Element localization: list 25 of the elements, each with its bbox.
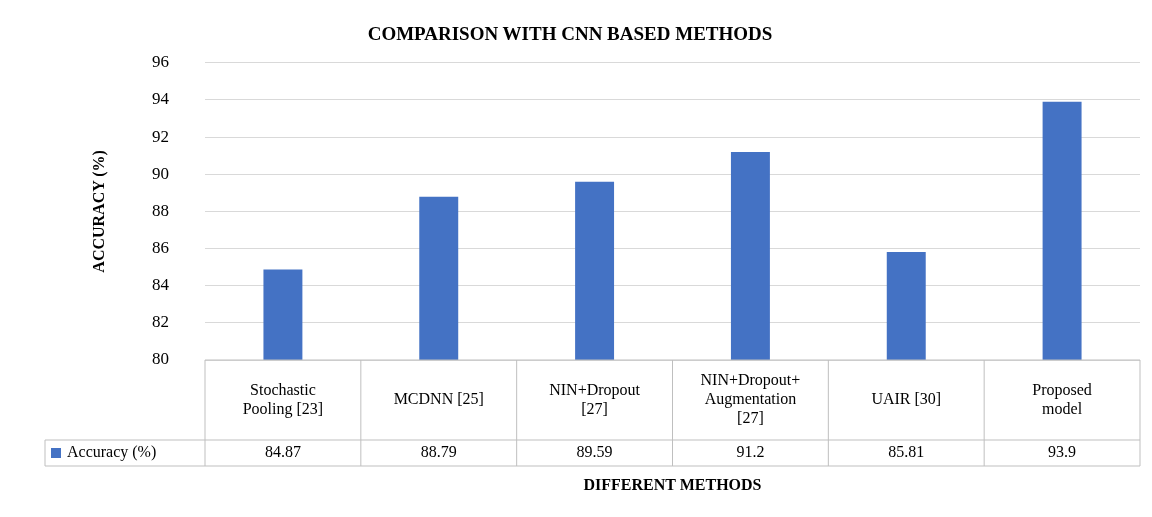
x-tick-label: Proposed model [1032, 380, 1092, 417]
y-tick-label: 90 [152, 163, 169, 183]
y-axis-title: ACCURACY (%) [89, 150, 108, 273]
data-label: 88.79 [420, 443, 457, 461]
data-label: 89.59 [576, 443, 613, 461]
x-tick-label: MCDNN [25] [393, 390, 484, 408]
y-tick-label: 86 [152, 238, 169, 258]
x-tick-label: NIN+Dropout+Augmentation [27] [700, 371, 801, 427]
x-tick-label: NIN+Dropout [27] [549, 380, 641, 417]
data-label: 85.81 [888, 443, 925, 461]
y-tick-label: 96 [152, 52, 169, 72]
x-axis-title: DIFFERENT METHODS [583, 476, 762, 494]
y-tick-label: 80 [152, 349, 169, 369]
chart-title: COMPARISON WITH CNN BASED METHODS [367, 23, 773, 45]
x-tick-label: UAIR [30] [871, 390, 942, 408]
data-label: 91.2 [736, 443, 765, 461]
legend-label: Accuracy (%) [67, 443, 157, 462]
y-tick-label: 82 [152, 312, 169, 332]
y-tick-label: 84 [152, 275, 170, 295]
y-tick-label: 88 [152, 200, 169, 220]
y-tick-label: 94 [152, 89, 170, 109]
x-tick-label: Stochastic Pooling [23] [242, 380, 324, 418]
data-label: 84.87 [264, 443, 301, 461]
y-tick-label: 92 [152, 126, 169, 146]
data-label: 93.9 [1048, 443, 1077, 461]
